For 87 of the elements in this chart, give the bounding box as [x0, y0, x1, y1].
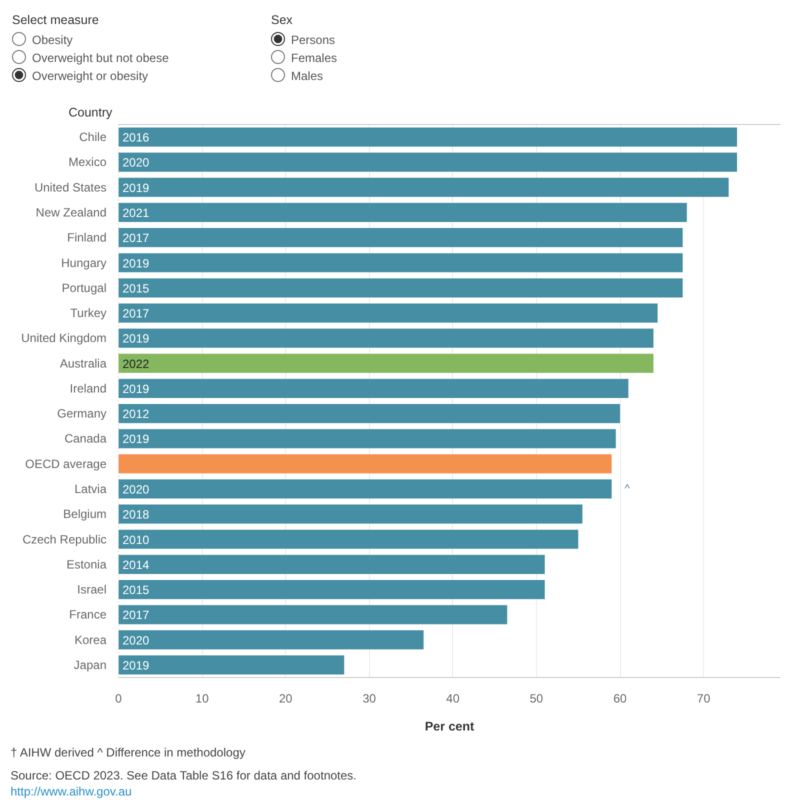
y-tick-label: Czech Republic	[22, 532, 107, 546]
y-tick-label: Mexico	[68, 155, 107, 170]
y-tick-label: Canada	[64, 432, 107, 446]
bar	[118, 580, 545, 600]
bar	[118, 354, 654, 373]
y-tick-label: Turkey	[70, 306, 107, 320]
y-tick-label: Belgium	[63, 507, 107, 522]
y-tick-label: United Kingdom	[21, 331, 107, 346]
bar	[118, 554, 545, 574]
y-tick-label: Estonia	[66, 557, 107, 572]
annotation: 2012	[122, 407, 150, 422]
text: Overweight but not obese	[32, 50, 169, 65]
y-tick-label: Hungary	[61, 256, 106, 270]
x-tick-label: 20	[279, 692, 293, 706]
annotation: 2020	[122, 482, 150, 496]
annotation: 2010	[122, 532, 150, 547]
text: Males	[291, 68, 324, 83]
bar	[118, 178, 729, 197]
annotation: 2016	[122, 130, 150, 145]
x-tick-label: 70	[696, 692, 711, 706]
y-tick-label: Japan	[74, 658, 107, 672]
annotation: 2015	[122, 281, 150, 296]
annotation: 2020	[122, 156, 150, 170]
bar	[118, 479, 612, 499]
annotation: 2019	[122, 332, 150, 346]
y-axis-title: Country	[68, 106, 114, 120]
bar	[118, 378, 628, 398]
bar	[118, 454, 612, 474]
text: Females	[291, 50, 338, 65]
bar	[118, 128, 738, 147]
annotation: 2019	[122, 256, 150, 270]
text: http://www.aihw.gov.au	[10, 784, 132, 798]
annotation: 2019	[122, 180, 150, 195]
x-tick-label: 10	[195, 692, 210, 706]
annotation: 2017	[122, 306, 150, 321]
y-tick-label: Latvia	[74, 482, 107, 496]
y-tick-label: Portugal	[62, 280, 107, 295]
annotation: 2020	[122, 633, 150, 648]
y-tick-label: France	[69, 608, 107, 622]
text: Persons	[291, 32, 336, 47]
y-tick-label: Korea	[74, 632, 107, 647]
annotation: 2021	[122, 206, 150, 220]
bar	[118, 655, 344, 674]
text: Obesity	[32, 32, 73, 47]
text: † AIHW derived ^ Difference in methodology	[10, 746, 246, 760]
bar	[118, 278, 683, 298]
x-tick-label: 0	[115, 692, 122, 706]
text: Sex	[271, 12, 293, 29]
text: Overweight or obesity	[32, 68, 148, 83]
y-tick-label: New Zealand	[36, 205, 107, 220]
annotation: ^	[624, 482, 631, 495]
y-tick-label: Australia	[60, 356, 107, 370]
text: Select measure	[12, 12, 99, 29]
bar	[118, 253, 683, 272]
bar	[118, 303, 658, 323]
bar	[118, 202, 687, 222]
annotation: 2018	[122, 508, 150, 522]
bar	[118, 504, 582, 524]
annotation: 2019	[122, 382, 150, 396]
x-tick-label: 40	[446, 692, 460, 706]
bar	[118, 530, 578, 549]
y-tick-label: Ireland	[70, 381, 107, 396]
annotation: 2017	[122, 231, 150, 246]
bar	[118, 429, 616, 448]
bar	[118, 605, 508, 624]
x-axis-title: Per cent	[424, 720, 475, 734]
annotation: 2022	[122, 356, 150, 371]
source-note: Source: OECD 2023. See Data Table S16 for data and footnotes.	[10, 768, 357, 782]
annotation: 2015	[122, 583, 150, 598]
bar	[118, 328, 654, 348]
annotation: 2019	[122, 432, 150, 446]
x-tick-label: 50	[530, 692, 544, 706]
annotation: 2019	[122, 658, 150, 672]
bar	[118, 404, 620, 424]
y-tick-label: Chile	[79, 130, 107, 144]
annotation: 2014	[122, 558, 150, 572]
x-tick-label: 30	[362, 692, 376, 706]
y-tick-label: United States	[34, 180, 107, 194]
x-tick-label: 60	[613, 692, 628, 706]
y-tick-label: OECD average	[25, 456, 107, 471]
y-tick-label: Finland	[67, 230, 106, 245]
annotation: 2017	[122, 608, 150, 622]
bar	[118, 228, 683, 248]
y-tick-label: Germany	[57, 406, 107, 421]
y-tick-label: Israel	[77, 582, 106, 597]
bar	[118, 152, 738, 172]
bar	[118, 630, 424, 650]
